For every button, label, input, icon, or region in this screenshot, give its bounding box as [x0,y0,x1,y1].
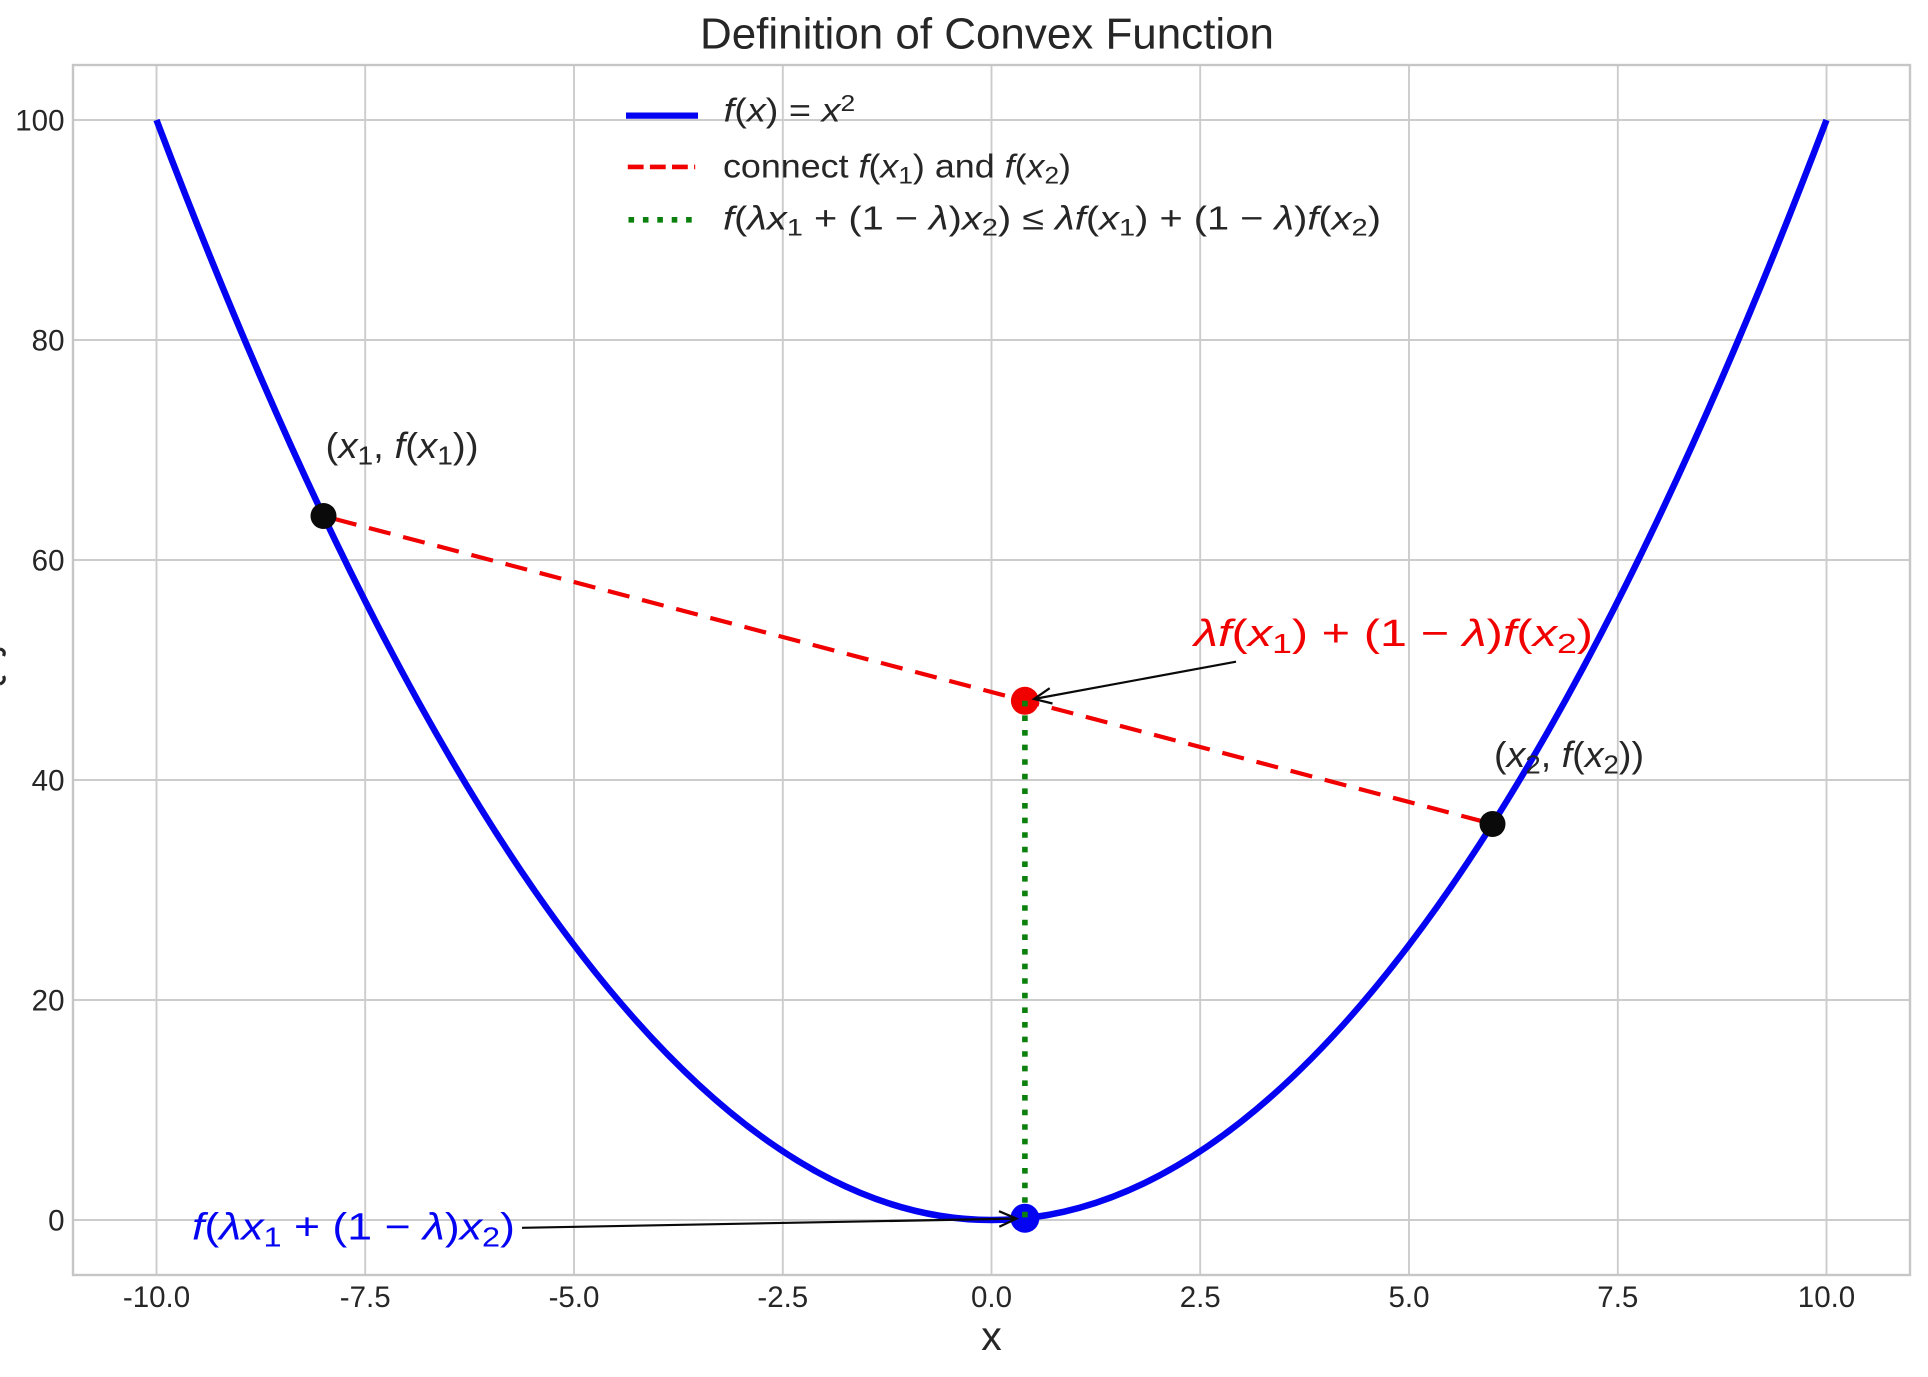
svg-text:0: 0 [48,1205,64,1238]
svg-text:(x1, f(x1)): (x1, f(x1)) [326,425,479,471]
svg-text:-7.5: -7.5 [340,1281,391,1314]
svg-text:20: 20 [32,985,65,1018]
svg-text:x: x [981,1313,1002,1359]
svg-text:-2.5: -2.5 [757,1281,808,1314]
svg-text:10.0: 10.0 [1798,1281,1855,1314]
svg-text:80: 80 [32,325,65,358]
svg-text:λf(x1) + (1 − λ)f(x2): λ f(x 1) + (1 − λ)f(x 2) [1191,613,1593,659]
svg-text:f(λx1 + (1 − λ)x2): f(λx 1 + (1 − λ)x 2) [192,1207,515,1253]
svg-text:5.0: 5.0 [1388,1281,1429,1314]
svg-text:100: 100 [15,105,64,138]
svg-text:f(x) = x2: f(x) = x2 [724,90,855,130]
svg-text:-5.0: -5.0 [549,1281,600,1314]
svg-text:Definition of Convex Function: Definition of Convex Function [700,11,1274,59]
svg-text:2.5: 2.5 [1180,1281,1221,1314]
svg-text:f(λx1 + (1 − λ)x2) ≤ λf(x1) +: f(λx 1 + (1 − λ)x 2) ≤ λf(x 1) + (1 − λ)f(x… [723,201,1381,242]
svg-text:-10.0: -10.0 [123,1281,190,1314]
svg-text:0.0: 0.0 [971,1281,1012,1314]
svg-text:connect f(x1) and f(x2): connect f(x1) and f(x2) [723,149,1071,190]
svg-text:60: 60 [32,545,65,578]
svg-text:40: 40 [32,765,65,798]
svg-text:7.5: 7.5 [1597,1281,1638,1314]
svg-text:(x2, f(x2)): (x2, f(x2)) [1494,734,1644,780]
